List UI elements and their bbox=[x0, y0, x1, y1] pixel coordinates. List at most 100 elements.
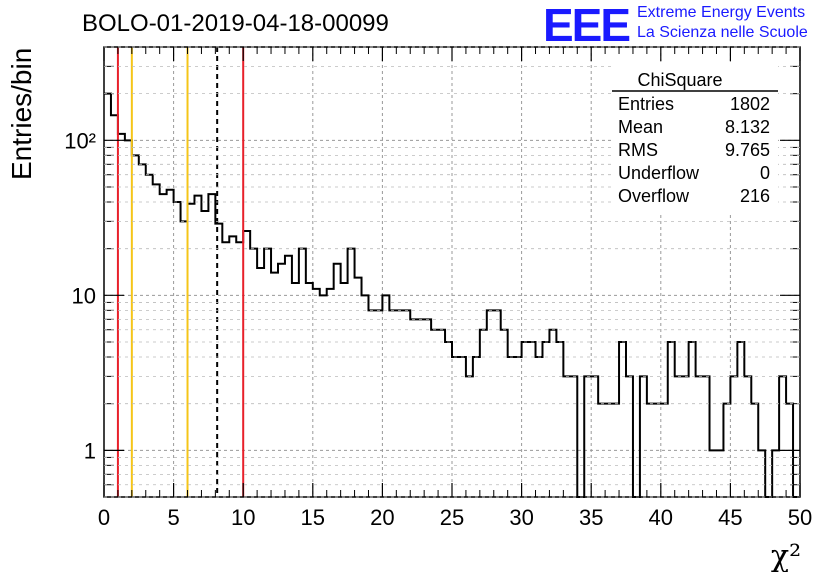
histogram-bin bbox=[362, 295, 369, 497]
histogram-bin bbox=[647, 404, 654, 497]
histogram-bin bbox=[181, 221, 188, 497]
x-tick-label: 20 bbox=[370, 505, 394, 530]
histogram-bin bbox=[619, 342, 626, 497]
stats-box-bg bbox=[612, 64, 778, 212]
x-tick-label: 30 bbox=[509, 505, 533, 530]
stats-label: Overflow bbox=[618, 186, 690, 206]
histogram-bin bbox=[125, 140, 132, 497]
stats-label: Mean bbox=[618, 117, 663, 137]
histogram-bin bbox=[139, 164, 146, 497]
y-tick-label: 1 bbox=[84, 438, 96, 463]
x-axis-label: χ² bbox=[771, 539, 801, 572]
histogram-bin bbox=[118, 134, 125, 497]
histogram-bin bbox=[584, 376, 591, 497]
histogram-bin bbox=[480, 330, 487, 497]
x-tick-label: 50 bbox=[788, 505, 812, 530]
histogram-bin bbox=[466, 376, 473, 497]
histogram-bin bbox=[250, 249, 257, 497]
histogram-bin bbox=[229, 236, 236, 497]
histogram-bin bbox=[201, 211, 208, 497]
histogram-bin bbox=[111, 115, 118, 497]
histogram-bin bbox=[236, 242, 243, 497]
histogram-bin bbox=[696, 376, 703, 497]
histogram-bin bbox=[327, 289, 334, 497]
histogram-bin bbox=[320, 295, 327, 497]
histogram-bin bbox=[194, 196, 201, 497]
histogram-bin bbox=[167, 190, 174, 497]
stats-value: 9.765 bbox=[725, 140, 770, 160]
histogram-bin bbox=[341, 283, 348, 497]
histogram-bin bbox=[278, 264, 285, 497]
histogram-bin bbox=[640, 376, 647, 497]
histogram-bin bbox=[438, 330, 445, 497]
histogram-bin bbox=[703, 376, 710, 497]
histogram-bin bbox=[549, 330, 556, 497]
histogram-bin bbox=[536, 357, 543, 497]
histogram-bin bbox=[153, 184, 160, 497]
stats-value: 1802 bbox=[730, 94, 770, 114]
histogram-title: BOLO-01-2019-04-18-00099 bbox=[82, 10, 389, 37]
x-tick-label: 45 bbox=[718, 505, 742, 530]
histogram-bin bbox=[779, 376, 786, 497]
histogram-bin bbox=[264, 249, 271, 497]
histogram-bin bbox=[431, 330, 438, 497]
histogram-bin bbox=[473, 357, 480, 497]
histogram-bin bbox=[570, 376, 577, 497]
histogram-bin bbox=[410, 319, 417, 497]
histogram-bin bbox=[160, 194, 167, 497]
histogram-bin bbox=[689, 342, 696, 497]
histogram-bin bbox=[682, 376, 689, 497]
y-tick-label: 10² bbox=[64, 128, 96, 153]
x-tick-label: 10 bbox=[231, 505, 255, 530]
x-tick-label: 40 bbox=[649, 505, 673, 530]
histogram-bin bbox=[313, 289, 320, 497]
histogram-bin bbox=[174, 202, 181, 497]
histogram-bin bbox=[563, 376, 570, 497]
stats-label: RMS bbox=[618, 140, 658, 160]
stats-value: 8.132 bbox=[725, 117, 770, 137]
histogram-bin bbox=[723, 404, 730, 497]
stats-label: Entries bbox=[618, 94, 674, 114]
histogram-bin bbox=[132, 155, 139, 497]
histogram-bin bbox=[612, 404, 619, 497]
histogram-bin bbox=[222, 242, 229, 497]
histogram-bin bbox=[751, 404, 758, 497]
x-tick-label: 35 bbox=[579, 505, 603, 530]
histogram-bin bbox=[382, 295, 389, 497]
histogram-bin bbox=[529, 342, 536, 497]
x-tick-label: 5 bbox=[167, 505, 179, 530]
histogram-bin bbox=[417, 319, 424, 497]
histogram-bin bbox=[306, 283, 313, 497]
histogram-outline bbox=[104, 92, 800, 498]
histogram-bin bbox=[271, 273, 278, 497]
histogram-bin bbox=[661, 404, 668, 497]
histogram-bin bbox=[626, 376, 633, 497]
histogram-bin bbox=[730, 376, 737, 497]
histogram-bin bbox=[668, 342, 675, 497]
stats-value: 0 bbox=[760, 163, 770, 183]
histogram-bin bbox=[459, 357, 466, 497]
histogram-bin bbox=[452, 357, 459, 497]
stats-box-title: ChiSquare bbox=[637, 70, 722, 90]
logo-subtitle-line2: La Scienza nelle Scuole bbox=[637, 24, 808, 41]
histogram-bin bbox=[654, 404, 661, 497]
stats-value: 216 bbox=[740, 186, 770, 206]
y-tick-label: 10 bbox=[72, 283, 96, 308]
histogram-bin bbox=[501, 330, 508, 497]
histogram-bin bbox=[737, 342, 744, 497]
stats-label: Underflow bbox=[618, 163, 700, 183]
histogram-bin bbox=[598, 404, 605, 497]
histogram-bin bbox=[445, 342, 452, 497]
histogram-bin bbox=[146, 175, 153, 497]
histogram-bin bbox=[348, 249, 355, 497]
histogram-bin bbox=[208, 194, 215, 497]
histogram-bin bbox=[605, 404, 612, 497]
histogram-bin bbox=[508, 357, 515, 497]
histogram-bin bbox=[556, 342, 563, 497]
histogram-bin bbox=[292, 283, 299, 497]
histogram-bin bbox=[744, 376, 751, 497]
histogram-bin bbox=[424, 319, 431, 497]
x-tick-label: 25 bbox=[440, 505, 464, 530]
logo-subtitle-line1: Extreme Energy Events bbox=[637, 4, 806, 21]
